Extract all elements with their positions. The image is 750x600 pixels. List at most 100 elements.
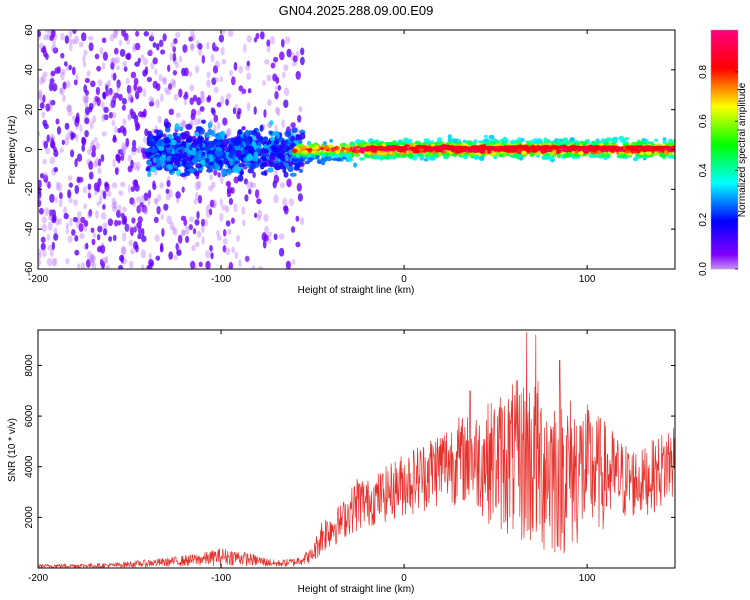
spectrogram-cell <box>321 161 326 166</box>
spectrogram-cell <box>195 241 200 248</box>
spectrogram-cell <box>627 146 633 150</box>
spectrogram-cell <box>511 139 516 145</box>
spectrogram-cell <box>127 92 133 102</box>
spectrogram-cell <box>250 181 254 188</box>
spectrogram-cell <box>371 146 377 149</box>
spectrogram-cell <box>105 84 109 92</box>
spectrogram-cell <box>169 221 175 231</box>
spectrogram-cell <box>142 88 147 98</box>
spectrogram-cell <box>278 247 285 257</box>
spectrogram-cell <box>222 117 228 126</box>
spectrogram-cell <box>161 228 165 237</box>
spectrogram-cell <box>486 145 493 149</box>
spectrogram-cell <box>248 188 252 195</box>
spectrogram-cell <box>89 142 95 150</box>
spectrogram-cell <box>646 148 651 152</box>
spectrogram-cell <box>210 252 214 260</box>
spectrogram-cell <box>307 156 313 163</box>
spectrogram-cell <box>53 257 58 267</box>
spectrogram-cell <box>241 88 247 94</box>
y-tick-label: 6000 <box>24 405 35 428</box>
spectrogram-cell <box>330 152 337 157</box>
spectrogram-cell <box>201 119 206 124</box>
spectrogram-cell <box>200 224 205 234</box>
spectrogram-cell <box>191 244 196 252</box>
spectrogram-cell <box>483 142 489 146</box>
spectrogram-cell <box>42 71 48 77</box>
spectrogram-cell <box>99 47 104 55</box>
spectrogram-cell <box>206 41 210 50</box>
spectrogram-cell <box>38 253 42 260</box>
spectrogram-cell <box>285 260 291 269</box>
spectrogram-cell <box>345 153 352 159</box>
spectrogram-cell <box>147 50 153 57</box>
spectrogram-cell <box>84 99 89 110</box>
spectrogram-cell <box>197 153 202 161</box>
spectrogram-cell <box>55 218 60 226</box>
spectrogram-cell <box>193 198 198 205</box>
spectrogram-cell <box>228 261 234 269</box>
spectrogram-cell <box>156 139 163 147</box>
spectrogram-cell <box>99 195 103 205</box>
spectrogram-cell <box>48 210 54 220</box>
spectrogram-cell <box>101 37 107 44</box>
spectrogram-cell <box>344 144 350 148</box>
spectrogram-cell <box>558 146 563 149</box>
spectrogram-cell <box>114 30 120 35</box>
spectrogram-cell <box>197 117 202 124</box>
y-tick-label: 0 <box>24 146 35 152</box>
spectrogram-cell <box>238 162 246 168</box>
spectrogram-cell <box>134 61 140 67</box>
spectrogram-cell <box>244 137 251 146</box>
spectrogram-cell <box>274 106 280 114</box>
spectrogram-cell <box>227 30 234 37</box>
spectrogram-cell <box>74 234 79 242</box>
spectrogram-cell <box>264 59 270 65</box>
spectrogram-cell <box>283 99 289 108</box>
spectrogram-cell <box>164 121 172 129</box>
spectrogram-cell <box>624 145 629 149</box>
spectrogram-cell <box>182 44 188 53</box>
spectrogram-cell <box>122 215 128 225</box>
spectrogram-cell <box>247 145 255 154</box>
spectrogram-cell <box>207 94 212 101</box>
y-tick-label: -40 <box>24 222 35 237</box>
spectrogram-cell <box>188 71 193 77</box>
spectrogram-cell <box>260 148 267 155</box>
spectrogram-cell <box>84 129 89 138</box>
spectrogram-cell <box>476 145 483 149</box>
spectrogram-cell <box>170 156 176 164</box>
spectrogram-cell <box>564 140 570 146</box>
colorbar-tick-label: 0.8 <box>698 64 709 78</box>
spectrogram-cell <box>161 77 167 84</box>
spectrogram-cell <box>88 35 94 41</box>
spectrogram-cell <box>83 49 88 56</box>
spectrogram-cell <box>483 134 488 139</box>
spectrogram-cell <box>175 112 181 119</box>
spectrogram-cell <box>83 95 89 104</box>
spectrogram-cell <box>78 223 84 232</box>
spectrogram-cell <box>167 164 174 171</box>
spectrogram-cell <box>487 149 492 154</box>
spectrogram-cell <box>586 140 591 145</box>
spectrogram-cell <box>230 148 237 154</box>
spectrogram-cell <box>591 141 598 146</box>
spectrogram-cell <box>78 176 84 183</box>
spectrogram-cell <box>42 158 47 165</box>
spectrogram-cell <box>112 158 116 168</box>
x-tick-label: -100 <box>211 274 231 285</box>
spectrogram-cell <box>103 228 108 236</box>
spectrogram-cell <box>51 216 57 224</box>
spectrogram-cell <box>133 179 138 187</box>
spectrogram-cell <box>267 167 274 173</box>
spectrogram-cell <box>225 247 231 256</box>
spectrogram-cell <box>158 39 164 47</box>
spectrogram-cell <box>283 171 289 178</box>
spectrogram-cell <box>242 219 246 227</box>
spectrogram-cell <box>277 85 282 91</box>
spectrogram-cell <box>214 157 221 164</box>
spectrogram-cell <box>330 147 336 152</box>
spectrogram-cell <box>214 60 221 69</box>
spectrogram-cell <box>404 153 411 157</box>
spectrogram-cell <box>295 215 300 222</box>
